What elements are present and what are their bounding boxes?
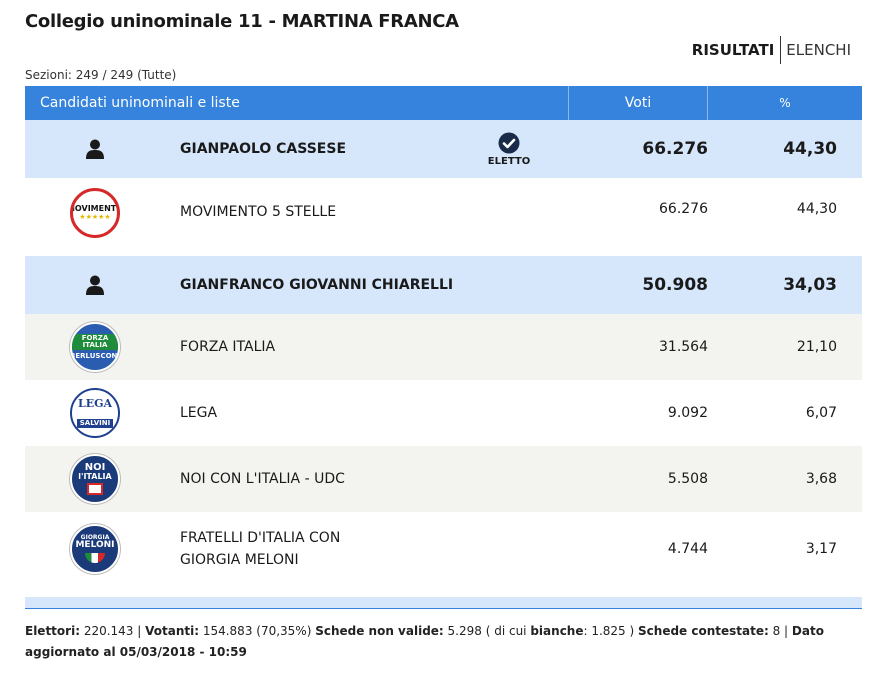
candidate-votes: 50.908 — [642, 275, 708, 295]
shield-icon — [87, 483, 103, 495]
list-logo-cell: MOVIMENTO ★★★★★ — [25, 178, 165, 238]
list-row[interactable]: LEGA SALVINI LEGA 9.092 6,07 — [25, 380, 862, 446]
logo-text: GIORGIA — [80, 534, 110, 541]
sezioni-info: Sezioni: 249 / 249 (Tutte) — [25, 68, 177, 82]
fratelli-italia-logo: GIORGIA MELONI — [70, 524, 120, 574]
table-bottom-bar — [25, 597, 862, 609]
list-pct: 6,07 — [805, 405, 837, 421]
candidate-pct: 44,30 — [783, 139, 837, 159]
person-icon — [86, 139, 104, 159]
list-votes: 4.744 — [667, 541, 708, 557]
elettori-value: 220.143 | — [80, 624, 146, 638]
col-header-name: Candidati uninominali e liste — [25, 86, 569, 120]
logo-subtext: l'ITALIA — [78, 472, 112, 481]
logo-subtext: MELONI — [75, 540, 115, 550]
bianche-value: : 1.825 ) — [583, 624, 639, 638]
contestate-value: 8 | — [768, 624, 792, 638]
list-logo-cell: NOI l'ITALIA — [25, 454, 165, 504]
list-votes: 9.092 — [667, 405, 708, 421]
candidate-name: GIANPAOLO CASSESE — [180, 141, 347, 157]
col-header-votes: Voti — [569, 86, 708, 120]
candidate-name: GIANFRANCO GIOVANNI CHIARELLI — [180, 277, 454, 293]
list-row[interactable]: NOI l'ITALIA NOI CON L'ITALIA - UDC 5.50… — [25, 446, 862, 512]
elettori-label: Elettori: — [25, 624, 80, 638]
candidate-avatar — [25, 275, 165, 295]
logo-subtext: BERLUSCONI — [70, 352, 120, 360]
logo-text: FORZA ITALIA — [72, 334, 118, 350]
forza-italia-logo: FORZA ITALIA BERLUSCONI — [70, 322, 120, 372]
flame-icon — [85, 553, 105, 563]
votanti-label: Votanti: — [145, 624, 200, 638]
list-logo-cell: FORZA ITALIA BERLUSCONI — [25, 322, 165, 372]
list-votes: 66.276 — [659, 201, 708, 217]
candidate-votes: 66.276 — [642, 139, 708, 159]
list-row[interactable]: GIORGIA MELONI FRATELLI D'ITALIA CON GIO… — [25, 512, 862, 586]
lega-logo: LEGA SALVINI — [70, 388, 120, 438]
contestate-label: Schede contestate: — [638, 624, 769, 638]
logo-text: MOVIMENTO — [73, 204, 120, 213]
table-header: Candidati uninominali e liste Voti % — [25, 86, 862, 120]
list-name: MOVIMENTO 5 STELLE — [180, 204, 337, 220]
list-name: FORZA ITALIA — [180, 339, 276, 355]
bianche-label: bianche — [530, 624, 584, 638]
logo-stars: ★★★★★ — [79, 213, 111, 221]
elected-badge: ELETTO — [485, 132, 533, 167]
list-name: FRATELLI D'ITALIA CON GIORGIA MELONI — [180, 530, 341, 568]
candidate-pct: 34,03 — [783, 275, 837, 295]
list-logo-cell: GIORGIA MELONI — [25, 524, 165, 574]
list-pct: 21,10 — [796, 339, 837, 355]
page-title: Collegio uninominale 11 - MARTINA FRANCA — [25, 11, 459, 32]
list-pct: 3,17 — [805, 541, 837, 557]
nav-elenchi[interactable]: ELENCHI — [786, 41, 851, 59]
nav-risultati[interactable]: RISULTATI — [691, 41, 775, 59]
nonvalide-label: Schede non valide: — [315, 624, 444, 638]
noi-con-italia-logo: NOI l'ITALIA — [70, 454, 120, 504]
list-name: NOI CON L'ITALIA - UDC — [180, 471, 345, 487]
results-table: Candidati uninominali e liste Voti % GIA… — [25, 86, 862, 586]
list-votes: 5.508 — [667, 471, 708, 487]
aggiornato-label: Dato aggiornato al 05/03/2018 - 10:59 — [25, 624, 824, 659]
elected-label: ELETTO — [487, 156, 531, 167]
col-header-pct: % — [779, 96, 791, 110]
votanti-value: 154.883 (70,35%) — [199, 624, 316, 638]
candidate-row[interactable]: GIANFRANCO GIOVANNI CHIARELLI 50.908 34,… — [25, 256, 862, 314]
candidate-row[interactable]: GIANPAOLO CASSESE 66.276 44,30 ELETTO — [25, 120, 862, 178]
list-name: LEGA — [180, 405, 218, 421]
list-pct: 3,68 — [805, 471, 837, 487]
list-pct: 44,30 — [796, 201, 837, 217]
m5s-logo: MOVIMENTO ★★★★★ — [70, 188, 120, 238]
logo-text: NOI — [84, 462, 106, 473]
nav-divider — [780, 36, 782, 64]
list-logo-cell: LEGA SALVINI — [25, 388, 165, 438]
check-circle-icon — [498, 132, 520, 154]
list-votes: 31.564 — [659, 339, 708, 355]
view-switch: RISULTATI ELENCHI — [692, 36, 857, 64]
summary-footer: Elettori: 220.143 | Votanti: 154.883 (70… — [25, 621, 855, 663]
person-icon — [86, 275, 104, 295]
nonvalide-value: 5.298 ( di cui — [443, 624, 531, 638]
list-row[interactable]: FORZA ITALIA BERLUSCONI FORZA ITALIA 31.… — [25, 314, 862, 380]
logo-text: LEGA — [77, 397, 113, 410]
candidate-avatar — [25, 139, 165, 159]
logo-subtext: SALVINI — [76, 419, 114, 428]
list-row[interactable]: MOVIMENTO ★★★★★ MOVIMENTO 5 STELLE 66.27… — [25, 178, 862, 256]
